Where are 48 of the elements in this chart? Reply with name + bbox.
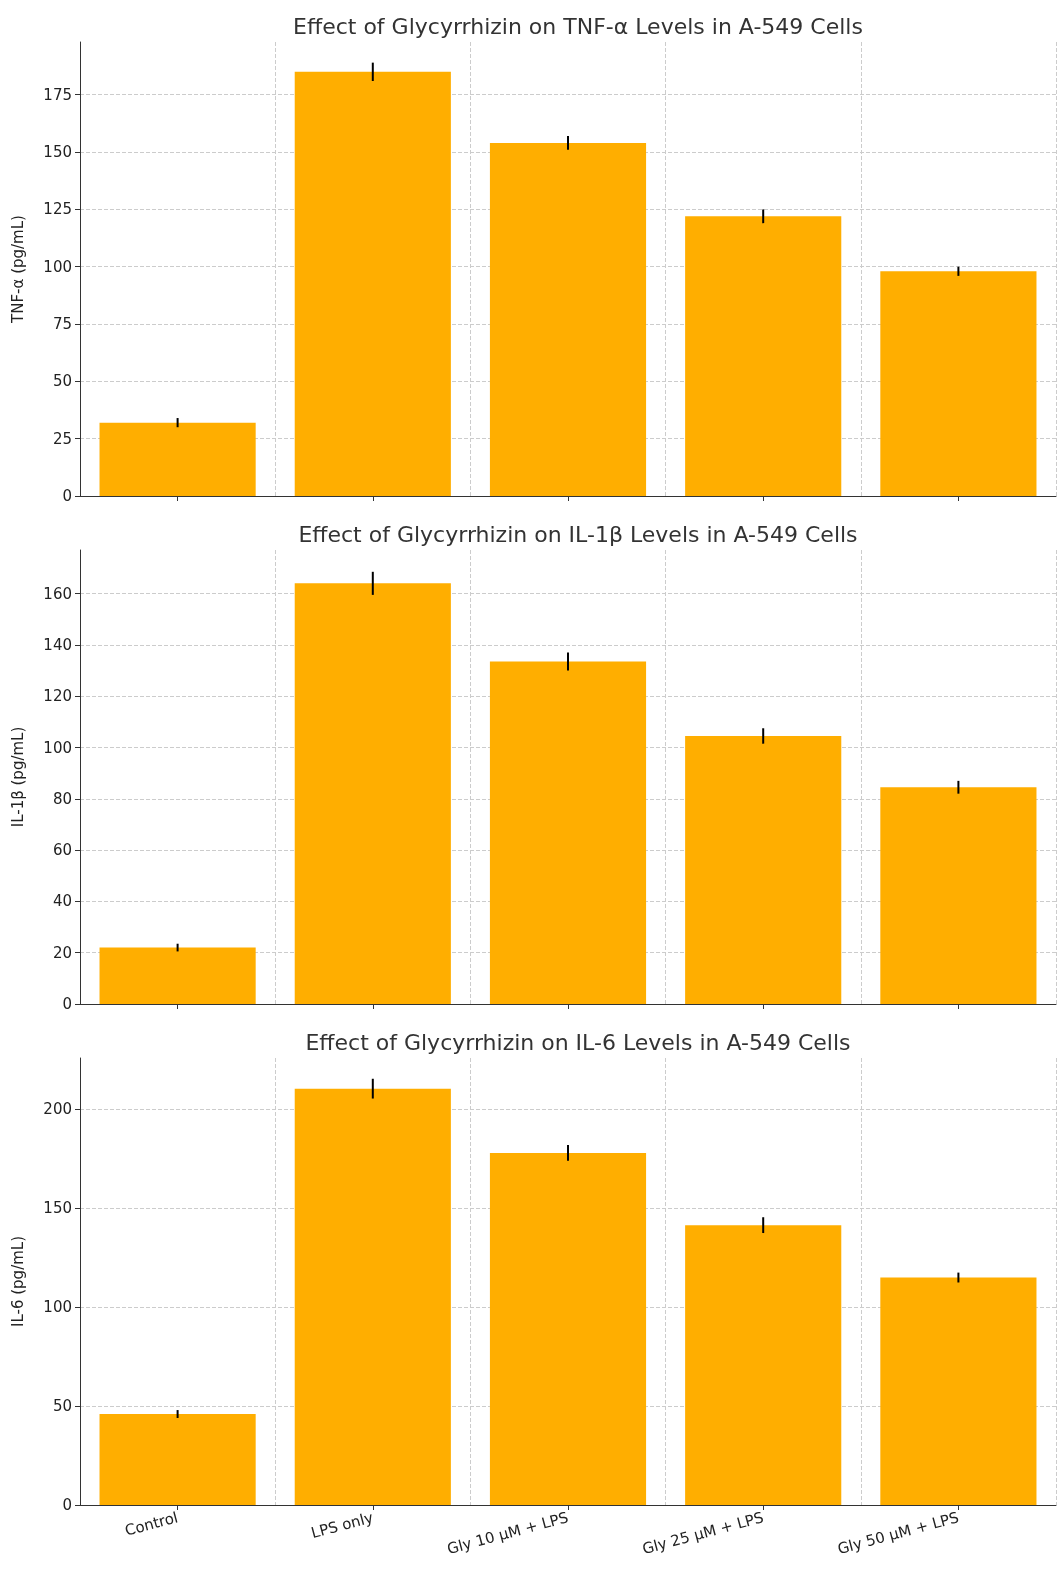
y-tick-label: 175 — [43, 85, 72, 104]
y-tick-label: 50 — [52, 372, 72, 391]
x-tick-label: Gly 25 μM + LPS — [640, 1508, 766, 1559]
y-tick-label: 40 — [52, 892, 72, 911]
bar — [99, 1414, 256, 1505]
y-tick-label: 140 — [43, 635, 72, 654]
y-tick-label: 120 — [43, 687, 72, 706]
bar — [880, 1277, 1037, 1505]
bar — [294, 71, 451, 496]
bar — [294, 1088, 451, 1505]
chart-title: Effect of Glycyrrhizin on IL-1β Levels in A-549 Cells — [298, 521, 858, 547]
y-tick-label: 20 — [52, 943, 72, 962]
bar — [99, 422, 256, 496]
y-tick-label: 0 — [62, 1496, 72, 1514]
y-tick-label: 100 — [43, 1298, 72, 1317]
y-tick-label: 60 — [52, 841, 72, 860]
x-tick-label: LPS only — [309, 1508, 376, 1543]
x-tick-label: Gly 50 μM + LPS — [835, 1508, 961, 1559]
bar — [294, 583, 451, 1004]
y-tick-label: 75 — [52, 315, 72, 334]
bar — [685, 216, 842, 496]
y-tick-label: 80 — [52, 789, 72, 808]
y-axis-title: TNF-α (pg/mL) — [8, 215, 27, 324]
y-tick-label: 100 — [43, 257, 72, 276]
y-tick-label: 50 — [52, 1397, 72, 1416]
bar — [880, 787, 1037, 1004]
bar — [489, 661, 647, 1004]
bar — [489, 1152, 647, 1505]
y-tick-label: 100 — [43, 738, 72, 757]
bar — [685, 1225, 842, 1505]
y-axis-title: IL-6 (pg/mL) — [8, 1235, 27, 1328]
y-tick-label: 25 — [52, 429, 72, 448]
y-tick-label: 125 — [43, 200, 72, 219]
y-tick-label: 150 — [43, 143, 72, 162]
x-tick-label: Control — [122, 1508, 180, 1540]
bar — [489, 142, 647, 496]
y-tick-label: 200 — [43, 1100, 72, 1119]
bar — [685, 735, 842, 1004]
chart-title: Effect of Glycyrrhizin on IL-6 Levels in A-549 Cells — [305, 1029, 851, 1055]
bar — [99, 947, 256, 1004]
x-tick-label: Gly 10 μM + LPS — [445, 1508, 571, 1559]
y-tick-label: 0 — [62, 995, 72, 1013]
y-tick-label: 160 — [43, 584, 72, 603]
y-tick-label: 150 — [43, 1199, 72, 1218]
chart-title: Effect of Glycyrrhizin on TNF-α Levels in A-549 Cells — [293, 13, 863, 39]
y-tick-label: 0 — [62, 487, 72, 505]
bar — [880, 271, 1037, 496]
y-axis-title: IL-1β (pg/mL) — [8, 726, 27, 828]
